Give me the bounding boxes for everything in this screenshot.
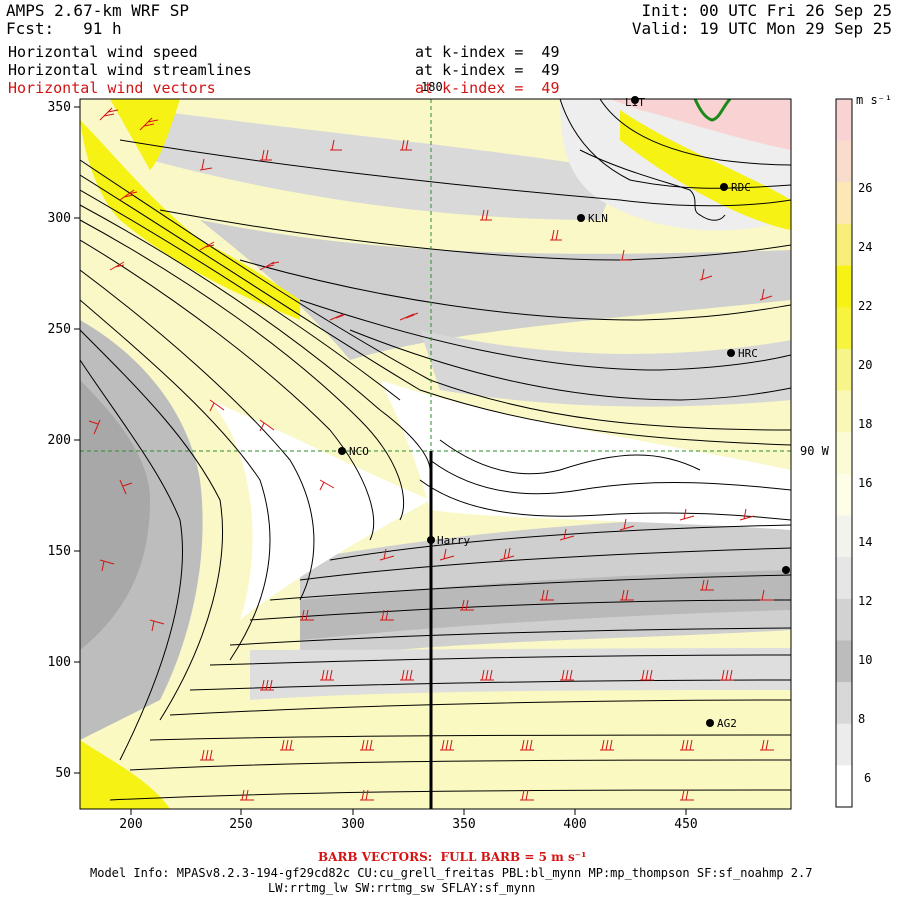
colorbar-swatch [836, 473, 852, 516]
y-tick-label: 350 [48, 100, 71, 115]
station-label: NCO [349, 445, 369, 458]
colorbar-swatch [836, 557, 852, 600]
init-time: Init: 00 UTC Fri 26 Sep 25 [641, 1, 892, 20]
model-info-line-1: Model Info: MPASv8.2.3-194-gf29cd82c CU:… [90, 866, 813, 880]
colorbar-swatch [836, 265, 852, 308]
colorbar-unit: m s⁻¹ [856, 93, 892, 107]
colorbar-swatch [836, 640, 852, 683]
parallel-label: 90 W [800, 444, 830, 458]
valid-time: Valid: 19 UTC Mon 29 Sep 25 [631, 19, 892, 38]
field-3-name: Horizontal wind vectors [8, 79, 216, 97]
y-tick-label: 50 [55, 766, 71, 781]
field-1-name: Horizontal wind speed [8, 43, 198, 61]
colorbar-swatch [836, 723, 852, 766]
station-label: AG2 [717, 717, 737, 730]
y-tick-label: 200 [48, 433, 71, 448]
colorbar-label: 6 [864, 771, 871, 785]
station-marker [706, 719, 714, 727]
y-tick-label: 300 [48, 211, 71, 226]
colorbar-label: 18 [858, 417, 872, 431]
colorbar-label: 10 [858, 653, 872, 667]
colorbar-label: 14 [858, 535, 872, 549]
colorbar-swatch [836, 182, 852, 225]
colorbar-swatch [836, 515, 852, 558]
colorbar-label: 8 [858, 712, 865, 726]
colorbar-label: 12 [858, 594, 872, 608]
field-3-level: at k-index = 49 [415, 79, 560, 97]
x-tick-label: 200 [119, 817, 142, 832]
colorbar-swatch [836, 765, 852, 808]
field-2-name: Horizontal wind streamlines [8, 61, 252, 79]
forecast-hour: Fcst: 91 h [6, 19, 122, 38]
colorbar-label: 16 [858, 476, 872, 490]
colorbar-label: 26 [858, 181, 872, 195]
x-tick-label: 250 [229, 817, 252, 832]
y-tick-label: 250 [48, 322, 71, 337]
colorbar-swatch [836, 348, 852, 392]
x-tick-label: 400 [563, 817, 586, 832]
station-marker [338, 447, 346, 455]
colorbar-frame [835, 98, 853, 808]
station-marker [631, 96, 639, 104]
station-marker [727, 349, 735, 357]
station-label: LIT [625, 96, 645, 109]
station-marker [782, 566, 790, 574]
station-marker [720, 183, 728, 191]
colorbar-label: 20 [858, 358, 872, 372]
x-tick-label: 450 [674, 817, 697, 832]
colorbar-swatch [836, 307, 852, 350]
y-tick-label: 100 [48, 655, 71, 670]
colorbar-swatch [836, 99, 852, 142]
y-tick-label: 150 [48, 544, 71, 559]
colorbar-label: 24 [858, 240, 872, 254]
colorbar-swatch [836, 140, 852, 183]
colorbar-swatch [836, 223, 852, 267]
station-label: KLN [588, 212, 608, 225]
field-1-level: at k-index = 49 [415, 43, 560, 61]
colorbar [835, 98, 853, 808]
field-2-level: at k-index = 49 [415, 61, 560, 79]
station-label: RDC [731, 181, 751, 194]
colorbar-swatch [836, 390, 852, 433]
model-title: AMPS 2.67-km WRF SP [6, 1, 190, 20]
colorbar-label: 22 [858, 299, 872, 313]
x-tick-label: 300 [341, 817, 364, 832]
station-marker [427, 536, 435, 544]
station-label: Harry [437, 534, 470, 547]
station-label: HRC [738, 347, 758, 360]
stations: NCO Harry KLN RDC HRC AG2 LIT [338, 96, 790, 730]
station-marker [577, 214, 585, 222]
colorbar-swatch [836, 432, 852, 475]
model-info-line-2: LW:rrtmg_lw SW:rrtmg_sw SFLAY:sf_mynn [268, 881, 536, 895]
colorbar-swatch [836, 598, 852, 641]
colorbar-swatch [836, 682, 852, 725]
x-tick-label: 350 [452, 817, 475, 832]
wind-speed-shading [80, 99, 791, 809]
wind-barbs [88, 107, 774, 801]
streamlines [80, 99, 791, 801]
barb-legend: BARB VECTORS: FULL BARB = 5 m s⁻¹ [318, 850, 587, 864]
